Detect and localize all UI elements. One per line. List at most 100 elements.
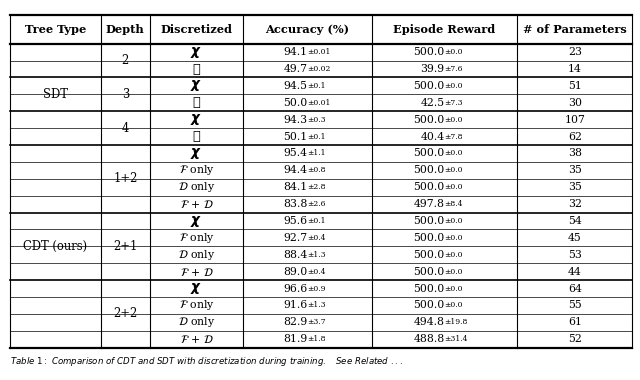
Text: 62: 62 bbox=[568, 131, 582, 142]
Text: 61: 61 bbox=[568, 317, 582, 327]
Text: ±0.0: ±0.0 bbox=[445, 183, 463, 191]
Text: 94.5: 94.5 bbox=[284, 81, 307, 91]
Text: ±2.8: ±2.8 bbox=[307, 183, 326, 191]
Text: ±0.1: ±0.1 bbox=[307, 133, 326, 141]
Text: 94.1: 94.1 bbox=[284, 47, 307, 57]
Text: $\mathcal{F}$ only: $\mathcal{F}$ only bbox=[179, 231, 214, 245]
Text: 107: 107 bbox=[564, 115, 585, 125]
Text: 500.0: 500.0 bbox=[413, 81, 445, 91]
Text: ±3.7: ±3.7 bbox=[307, 318, 326, 326]
Text: Episode Reward: Episode Reward bbox=[394, 24, 495, 35]
Text: ±31.4: ±31.4 bbox=[445, 335, 468, 343]
Text: $\mathcal{F}$ only: $\mathcal{F}$ only bbox=[179, 163, 214, 177]
Text: 500.0: 500.0 bbox=[413, 216, 445, 226]
Text: 55: 55 bbox=[568, 301, 582, 310]
Text: 53: 53 bbox=[568, 250, 582, 260]
Text: $\mathcal{F}$ only: $\mathcal{F}$ only bbox=[179, 298, 214, 312]
Text: 40.4: 40.4 bbox=[420, 131, 445, 142]
Text: ✓: ✓ bbox=[193, 63, 200, 76]
Text: $\mathcal{F}$ + $\mathcal{D}$: $\mathcal{F}$ + $\mathcal{D}$ bbox=[180, 266, 213, 278]
Text: ±0.3: ±0.3 bbox=[307, 116, 326, 124]
Text: 30: 30 bbox=[568, 98, 582, 108]
Text: # of Parameters: # of Parameters bbox=[523, 24, 627, 35]
Text: ±1.3: ±1.3 bbox=[307, 251, 326, 259]
Text: 83.8: 83.8 bbox=[283, 199, 307, 209]
Text: 2: 2 bbox=[122, 54, 129, 67]
Text: ±0.9: ±0.9 bbox=[307, 285, 326, 293]
Text: 2+2: 2+2 bbox=[113, 307, 138, 320]
Text: 95.4: 95.4 bbox=[284, 149, 307, 158]
Text: ±0.0: ±0.0 bbox=[445, 268, 463, 276]
Text: 64: 64 bbox=[568, 283, 582, 294]
Text: $\boldsymbol{\chi}$: $\boldsymbol{\chi}$ bbox=[190, 214, 202, 228]
Text: 95.6: 95.6 bbox=[284, 216, 307, 226]
Text: ±0.0: ±0.0 bbox=[445, 116, 463, 124]
Text: ±7.6: ±7.6 bbox=[445, 65, 463, 73]
Text: $\it{Table\ 1:\ Comparison\ of\ CDT\ and\ SDT\ with\ discretization\ during\ tra: $\it{Table\ 1:\ Comparison\ of\ CDT\ and… bbox=[10, 355, 403, 367]
Text: ±0.0: ±0.0 bbox=[445, 82, 463, 90]
Text: ±2.6: ±2.6 bbox=[307, 200, 326, 208]
Text: Depth: Depth bbox=[106, 24, 145, 35]
Text: 50.0: 50.0 bbox=[283, 98, 307, 108]
Text: $\mathcal{D}$ only: $\mathcal{D}$ only bbox=[178, 248, 215, 262]
Text: ±0.1: ±0.1 bbox=[307, 82, 326, 90]
Text: SDT: SDT bbox=[43, 88, 68, 101]
Text: 500.0: 500.0 bbox=[413, 250, 445, 260]
Text: 82.9: 82.9 bbox=[283, 317, 307, 327]
Text: ±0.1: ±0.1 bbox=[307, 217, 326, 225]
Text: 500.0: 500.0 bbox=[413, 115, 445, 125]
Text: $\boldsymbol{\chi}$: $\boldsymbol{\chi}$ bbox=[190, 78, 202, 93]
Text: 89.0: 89.0 bbox=[283, 267, 307, 277]
Text: 488.8: 488.8 bbox=[413, 334, 445, 344]
Text: 81.9: 81.9 bbox=[283, 334, 307, 344]
Text: 1+2: 1+2 bbox=[113, 172, 138, 185]
Text: ±1.1: ±1.1 bbox=[307, 149, 326, 157]
Text: 91.6: 91.6 bbox=[283, 301, 307, 310]
Text: Tree Type: Tree Type bbox=[24, 24, 86, 35]
Text: 35: 35 bbox=[568, 182, 582, 192]
Text: CDT (ours): CDT (ours) bbox=[23, 240, 87, 253]
Text: $\mathcal{D}$ only: $\mathcal{D}$ only bbox=[178, 315, 215, 329]
Text: 38: 38 bbox=[568, 149, 582, 158]
Text: 50.1: 50.1 bbox=[283, 131, 307, 142]
Text: 45: 45 bbox=[568, 233, 582, 243]
Text: $\mathcal{F}$ + $\mathcal{D}$: $\mathcal{F}$ + $\mathcal{D}$ bbox=[180, 198, 213, 210]
Text: 494.8: 494.8 bbox=[413, 317, 445, 327]
Text: 23: 23 bbox=[568, 47, 582, 57]
Text: Accuracy (%): Accuracy (%) bbox=[266, 24, 349, 35]
Text: ±7.8: ±7.8 bbox=[445, 133, 463, 141]
Text: 39.9: 39.9 bbox=[420, 64, 445, 74]
Text: ±7.3: ±7.3 bbox=[445, 99, 463, 107]
Text: 42.5: 42.5 bbox=[420, 98, 445, 108]
Text: ±0.0: ±0.0 bbox=[445, 251, 463, 259]
Text: 54: 54 bbox=[568, 216, 582, 226]
Text: 32: 32 bbox=[568, 199, 582, 209]
Text: ✓: ✓ bbox=[193, 130, 200, 143]
Text: Discretized: Discretized bbox=[161, 24, 232, 35]
Text: 49.7: 49.7 bbox=[284, 64, 307, 74]
Text: 4: 4 bbox=[122, 122, 129, 135]
Text: ±1.8: ±1.8 bbox=[307, 335, 326, 343]
Text: 500.0: 500.0 bbox=[413, 47, 445, 57]
Text: ±0.4: ±0.4 bbox=[307, 234, 326, 242]
Text: ±0.0: ±0.0 bbox=[445, 217, 463, 225]
Text: 500.0: 500.0 bbox=[413, 182, 445, 192]
Text: ±0.0: ±0.0 bbox=[445, 149, 463, 157]
Text: ✓: ✓ bbox=[193, 96, 200, 109]
Text: ±0.02: ±0.02 bbox=[307, 65, 331, 73]
Text: ±0.01: ±0.01 bbox=[307, 48, 331, 56]
Text: 44: 44 bbox=[568, 267, 582, 277]
Text: ±0.0: ±0.0 bbox=[445, 285, 463, 293]
Text: 500.0: 500.0 bbox=[413, 283, 445, 294]
Text: $\mathcal{D}$ only: $\mathcal{D}$ only bbox=[178, 180, 215, 194]
Text: $\boldsymbol{\chi}$: $\boldsymbol{\chi}$ bbox=[190, 44, 202, 60]
Text: 500.0: 500.0 bbox=[413, 165, 445, 175]
Text: 96.6: 96.6 bbox=[283, 283, 307, 294]
Text: 88.4: 88.4 bbox=[283, 250, 307, 260]
Text: 51: 51 bbox=[568, 81, 582, 91]
Text: 2+1: 2+1 bbox=[113, 240, 138, 253]
Text: 500.0: 500.0 bbox=[413, 149, 445, 158]
Text: ±0.8: ±0.8 bbox=[307, 166, 326, 174]
Text: ±0.01: ±0.01 bbox=[307, 99, 331, 107]
Text: ±0.0: ±0.0 bbox=[445, 166, 463, 174]
